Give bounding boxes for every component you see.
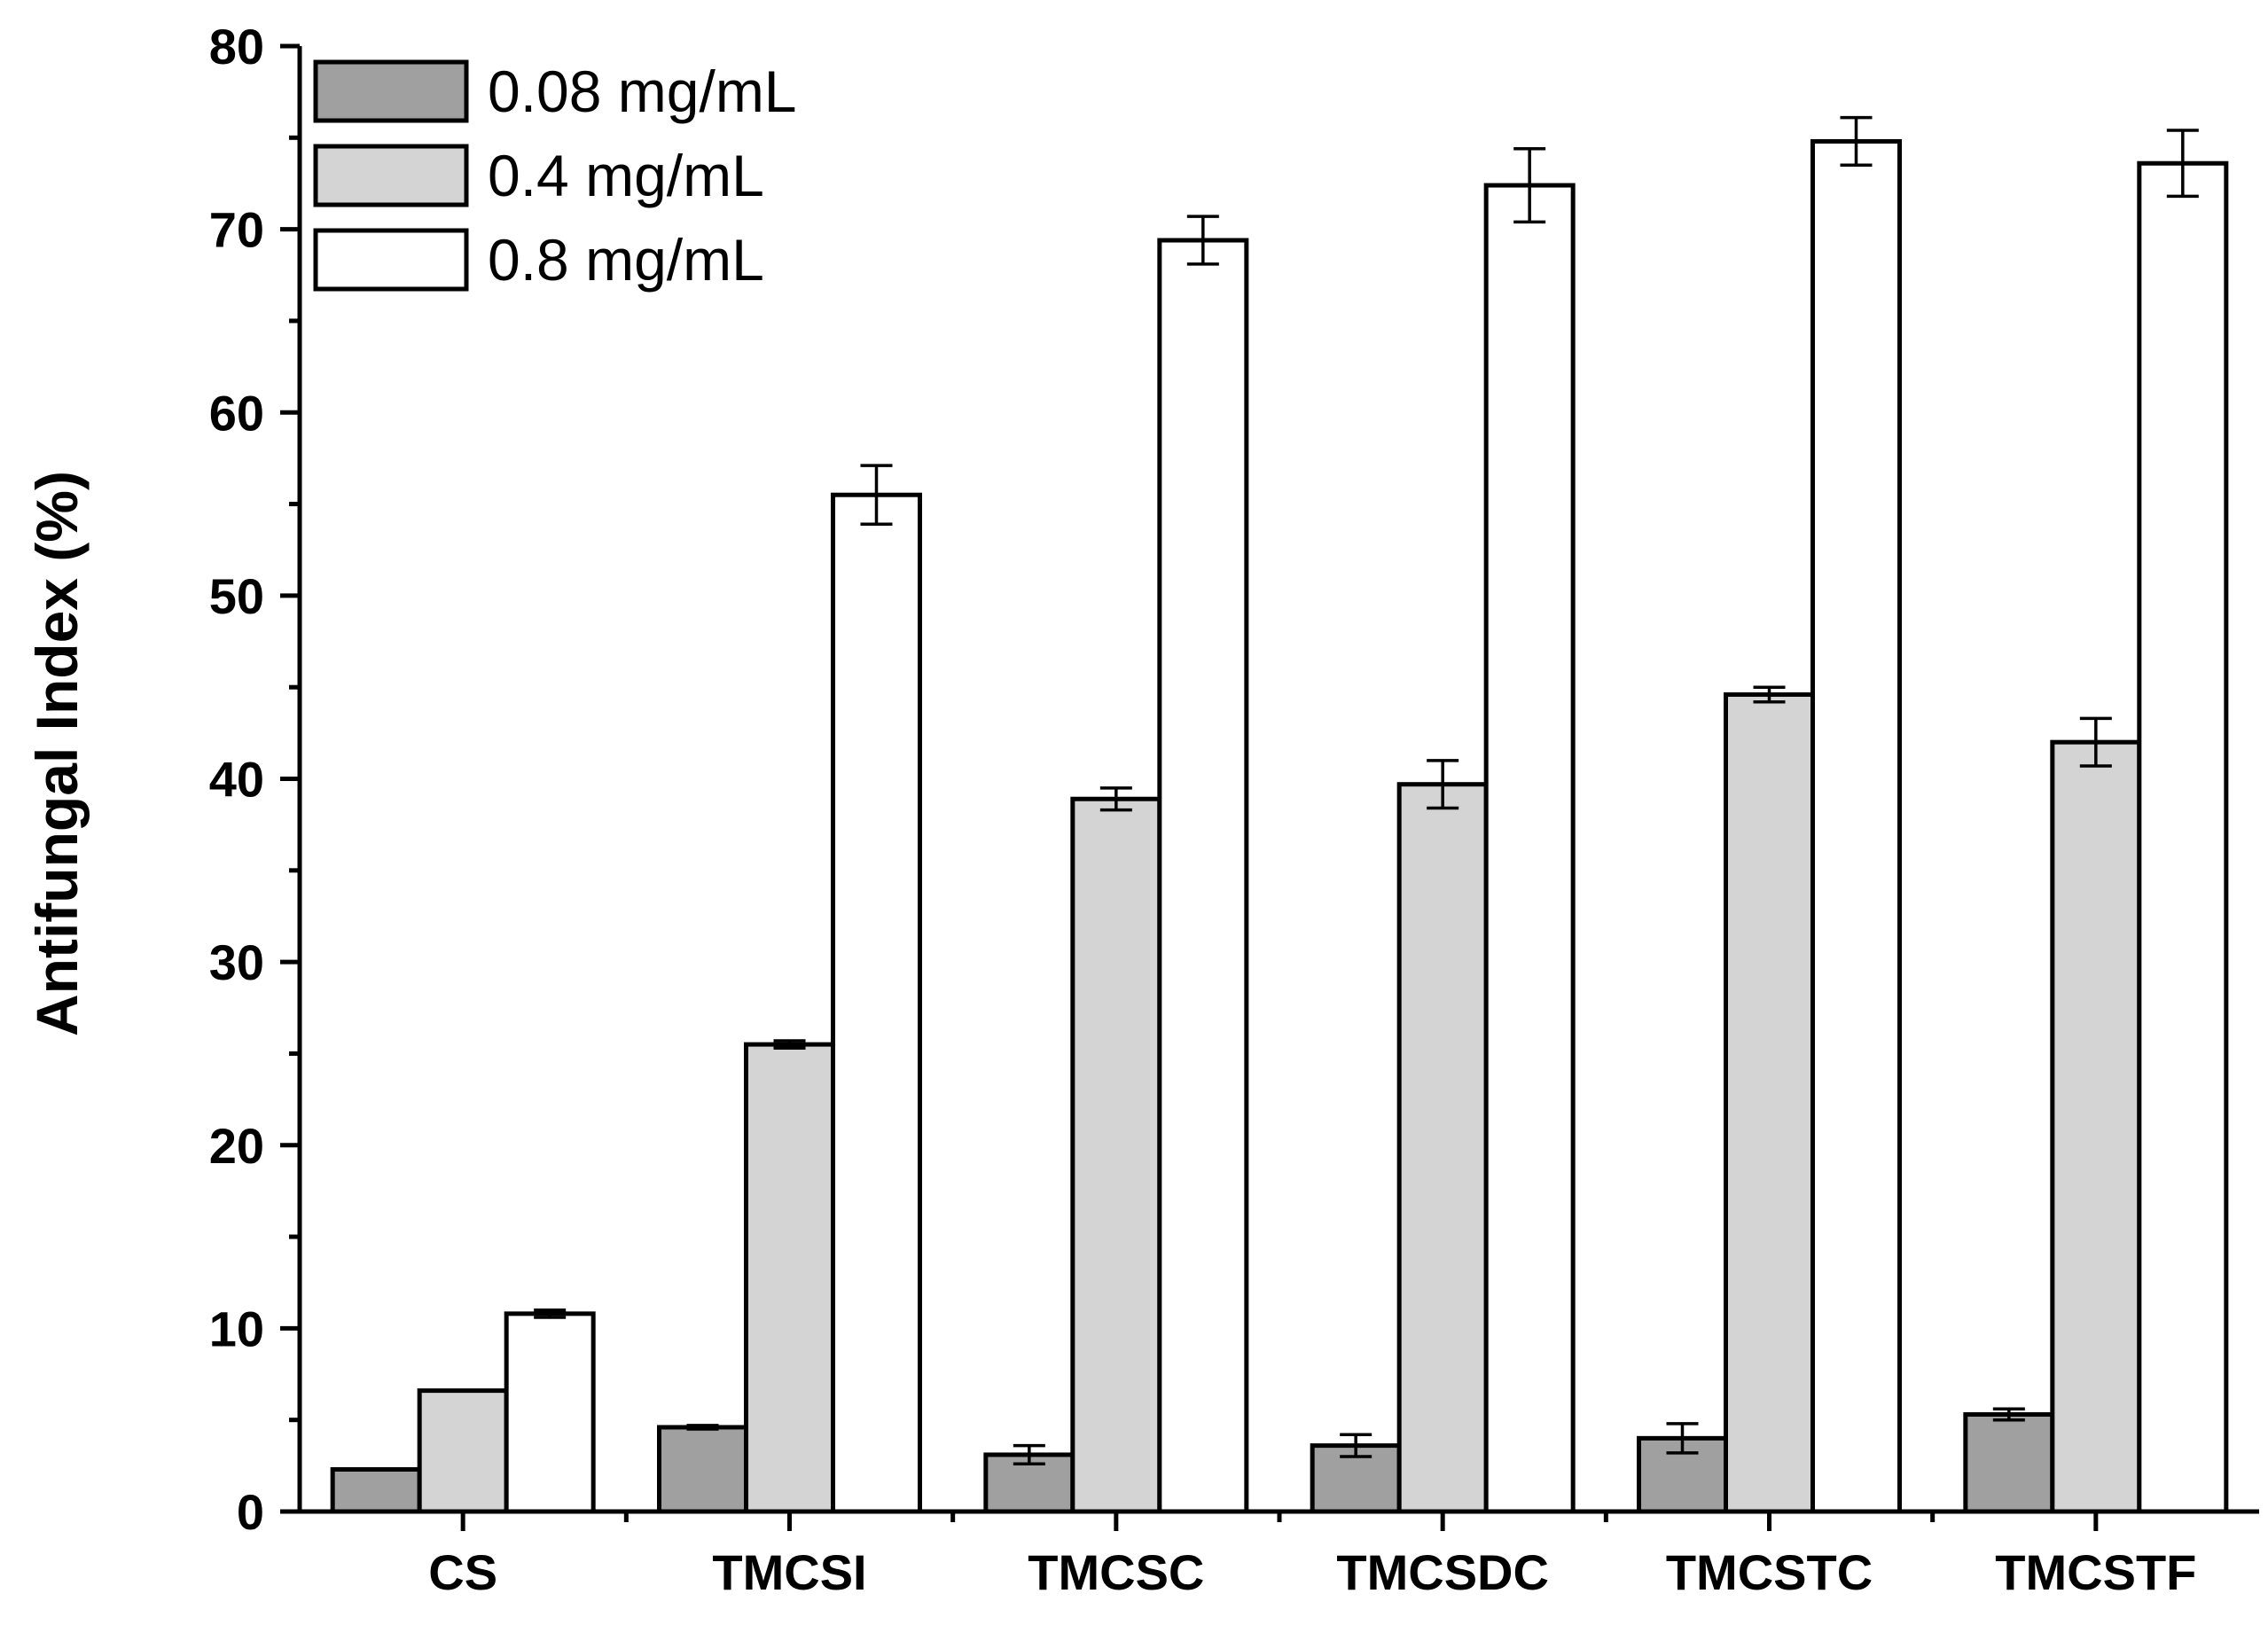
y-tick-label: 50 [209,568,264,624]
y-tick-label: 40 [209,752,264,808]
y-axis-title: Antifungal Index (%) [24,471,90,1036]
legend-swatch [313,144,469,207]
bar [657,1425,748,1514]
bar [1963,1411,2055,1514]
legend-swatch [313,228,469,292]
y-tick-label: 0 [237,1484,264,1540]
x-tick-label: TMCSI [712,1544,866,1600]
x-tick-label: TMCSTF [1995,1544,2196,1600]
x-tick-label: TMCSTC [1666,1544,1873,1600]
legend-swatch [313,59,469,123]
legend: 0.08 mg/mL 0.4 mg/mL 0.8 mg/mL [313,59,797,293]
axes: 0 10 20 30 40 50 60 70 80 CS TMCSI TMCSC TMCSDC TMCST… [209,19,2259,1600]
x-tick-label: CS [428,1544,497,1600]
plot-area [330,115,2229,1514]
y-tick-label: 20 [209,1118,264,1174]
bar [1070,796,1162,1514]
bar [1157,238,1249,1514]
bar [1810,138,1902,1514]
legend-label: 0.08 mg/mL [488,59,797,124]
bar [831,492,922,1514]
y-tick-label: 60 [209,385,264,441]
x-tick-label: TMCSDC [1336,1544,1549,1600]
y-tick-label: 70 [209,202,264,258]
bar [1724,691,1815,1514]
bar [744,1042,835,1514]
legend-label: 0.4 mg/mL [488,143,764,208]
bar [504,1311,596,1514]
y-tick-label: 80 [209,19,264,74]
bar [330,1466,422,1514]
bar [417,1388,509,1514]
bar [2050,739,2142,1514]
bar [1396,782,1489,1514]
y-tick-label: 10 [209,1301,264,1356]
x-tick-label: TMCSC [1028,1544,1204,1600]
y-tick-label: 30 [209,934,264,990]
bar [1483,183,1576,1514]
legend-label: 0.8 mg/mL [488,227,764,293]
bar [2137,160,2229,1514]
